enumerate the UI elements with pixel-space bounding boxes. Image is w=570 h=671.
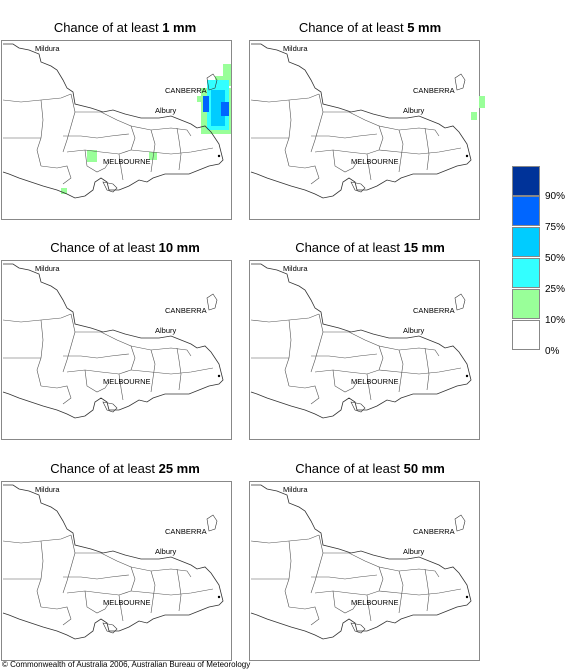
- city-label-mildura: Mildura: [35, 264, 60, 273]
- city-label-mildura: Mildura: [35, 44, 60, 53]
- map-frame: [249, 260, 480, 440]
- city-label-canberra: CANBERRA: [413, 527, 455, 536]
- district-boundaries: [2, 43, 224, 199]
- map-panel-15mm: Mildura CANBERRA Albury MELBOURNE: [249, 260, 489, 440]
- victoria-map: Mildura CANBERRA Albury MELBOURNE: [249, 260, 480, 440]
- rain-cell-50: [211, 90, 225, 126]
- victoria-map: Mildura CANBERRA Albury MELBOURNE: [1, 260, 232, 440]
- district-boundaries: [2, 263, 224, 419]
- city-label-canberra: CANBERRA: [413, 306, 455, 315]
- legend-label-75: 75%: [545, 222, 566, 233]
- sydney-dot: [217, 595, 221, 599]
- panel-title-15mm: Chance of at least 15 mm: [295, 240, 445, 255]
- city-label-canberra: CANBERRA: [413, 86, 455, 95]
- legend-label-50: 50%: [545, 253, 566, 264]
- panel-title-25mm: Chance of at least 25 mm: [50, 461, 200, 476]
- city-label-melbourne: MELBOURNE: [351, 598, 399, 607]
- rain-probability-overlay: [471, 96, 485, 120]
- legend-swatch-50: [512, 227, 540, 257]
- map-frame: [1, 260, 232, 440]
- city-label-albury: Albury: [403, 326, 425, 335]
- city-label-albury: Albury: [155, 547, 177, 556]
- city-label-melbourne: MELBOURNE: [103, 377, 151, 386]
- legend-swatch-0: [512, 320, 540, 350]
- rain-probability-overlay: [61, 64, 231, 194]
- legend-swatch-25: [512, 258, 540, 288]
- city-label-albury: Albury: [403, 106, 425, 115]
- map-panel-5mm: Mildura CANBERRA Albury MELBOURNE: [249, 40, 489, 220]
- city-label-melbourne: MELBOURNE: [103, 598, 151, 607]
- victoria-map: Mildura CANBERRA Albury MELBOURNE: [249, 40, 485, 220]
- rain-cell-75: [203, 96, 209, 112]
- city-label-melbourne: MELBOURNE: [351, 377, 399, 386]
- victoria-map: Mildura CANBERRA Albury MELBOURNE: [1, 481, 232, 661]
- victoria-map: Mildura CANBERRA Albury MELBOURNE: [1, 40, 232, 220]
- legend-swatch-75: [512, 196, 540, 226]
- legend-swatch-10: [512, 289, 540, 319]
- legend-label-25: 25%: [545, 284, 566, 295]
- city-label-canberra: CANBERRA: [165, 306, 207, 315]
- map-panel-10mm: Mildura CANBERRA Albury MELBOURNE: [1, 260, 241, 440]
- map-frame: [1, 481, 232, 661]
- rain-cell-10: [471, 112, 477, 120]
- city-label-melbourne: MELBOURNE: [351, 157, 399, 166]
- city-label-canberra: CANBERRA: [165, 527, 207, 536]
- victoria-map: Mildura CANBERRA Albury MELBOURNE: [249, 481, 480, 661]
- city-label-canberra: CANBERRA: [165, 86, 207, 95]
- city-label-mildura: Mildura: [283, 44, 308, 53]
- rain-cell-10: [223, 64, 231, 84]
- panel-title-50mm: Chance of at least 50 mm: [295, 461, 445, 476]
- panel-title-10mm: Chance of at least 10 mm: [50, 240, 200, 255]
- legend-label-0: 0%: [545, 346, 560, 357]
- map-frame: [1, 40, 232, 220]
- legend-swatch-90: [512, 166, 540, 196]
- map-frame: [249, 481, 480, 661]
- sydney-dot: [465, 154, 469, 158]
- rain-cell-10: [87, 150, 97, 162]
- sydney-dot: [465, 374, 469, 378]
- city-label-mildura: Mildura: [35, 485, 60, 494]
- city-label-albury: Albury: [403, 547, 425, 556]
- city-label-mildura: Mildura: [283, 264, 308, 273]
- rain-cell-10: [479, 96, 485, 108]
- rain-cell-10: [61, 188, 67, 194]
- rain-cell-75: [221, 102, 229, 116]
- map-panel-50mm: Mildura CANBERRA Albury MELBOURNE: [249, 481, 489, 661]
- district-boundaries: [250, 484, 472, 640]
- city-label-albury: Albury: [155, 326, 177, 335]
- map-panel-25mm: Mildura CANBERRA Albury MELBOURNE: [1, 481, 241, 661]
- legend-label-90: 90%: [545, 191, 566, 202]
- district-boundaries: [2, 484, 224, 640]
- map-frame: [249, 40, 480, 220]
- city-label-albury: Albury: [155, 106, 177, 115]
- district-boundaries: [250, 43, 472, 199]
- district-boundaries: [250, 263, 472, 419]
- legend-label-10: 10%: [545, 315, 566, 326]
- sydney-dot: [217, 374, 221, 378]
- city-label-melbourne: MELBOURNE: [103, 157, 151, 166]
- sydney-dot: [217, 154, 221, 158]
- panel-title-5mm: Chance of at least 5 mm: [298, 20, 442, 35]
- rain-cell-10: [197, 96, 203, 102]
- city-label-mildura: Mildura: [283, 485, 308, 494]
- sydney-dot: [465, 595, 469, 599]
- copyright-notice: © Commonwealth of Australia 2006, Austra…: [2, 660, 251, 669]
- panel-title-1mm: Chance of at least 1 mm: [53, 20, 197, 35]
- map-panel-1mm: Mildura CANBERRA Albury MELBOURNE: [1, 40, 241, 220]
